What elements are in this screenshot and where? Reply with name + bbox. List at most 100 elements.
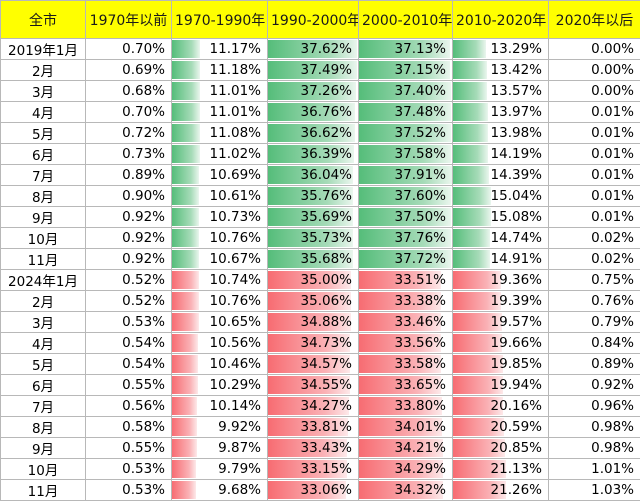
value-cell-bar: 21.26% [453, 480, 549, 501]
value-cell-bar: 10.73% [172, 207, 268, 228]
cell-value: 11.08% [210, 125, 261, 141]
header-period: 1990-2000年 [268, 1, 359, 39]
value-cell-bar: 33.56% [359, 333, 453, 354]
data-bar [172, 292, 199, 310]
cell-value: 10.65% [210, 314, 261, 330]
cell-value: 20.85% [491, 440, 542, 456]
value-cell-bar: 14.91% [453, 249, 549, 270]
cell-value: 37.26% [301, 83, 352, 99]
header-period: 1970-1990年 [172, 1, 268, 39]
value-cell-bar: 11.17% [172, 39, 268, 60]
value-cell-bar: 10.74% [172, 270, 268, 291]
value-cell: 0.56% [86, 396, 172, 417]
value-cell-bar: 11.01% [172, 102, 268, 123]
data-bar [172, 187, 199, 205]
cell-value: 10.74% [210, 272, 261, 288]
value-cell-bar: 33.81% [268, 417, 359, 438]
value-cell-bar: 19.66% [453, 333, 549, 354]
data-bar [172, 334, 198, 352]
data-bar [453, 124, 488, 142]
cell-value: 37.62% [301, 41, 352, 57]
cell-value: 20.16% [491, 398, 542, 414]
cell-value: 14.39% [491, 167, 542, 183]
value-cell-bar: 37.52% [359, 123, 453, 144]
row-label: 8月 [1, 186, 86, 207]
value-cell-bar: 14.74% [453, 228, 549, 249]
value-cell-bar: 37.76% [359, 228, 453, 249]
cell-value: 34.21% [395, 440, 446, 456]
value-cell: 0.53% [86, 459, 172, 480]
value-cell: 0.72% [86, 123, 172, 144]
value-cell-bar: 34.57% [268, 354, 359, 375]
row-label: 4月 [1, 102, 86, 123]
value-cell-bar: 37.72% [359, 249, 453, 270]
data-bar [172, 481, 196, 499]
cell-value: 15.08% [491, 209, 542, 225]
data-bar [172, 166, 199, 184]
data-bar [172, 61, 200, 79]
cell-value: 33.46% [395, 314, 446, 330]
value-cell: 0.00% [549, 39, 640, 60]
value-cell: 0.01% [549, 102, 640, 123]
row-label: 7月 [1, 165, 86, 186]
cell-value: 10.76% [210, 230, 261, 246]
cell-value: 36.62% [301, 125, 352, 141]
cell-value: 15.04% [491, 188, 542, 204]
value-cell: 0.55% [86, 375, 172, 396]
value-cell-bar: 33.43% [268, 438, 359, 459]
cell-value: 13.57% [491, 83, 542, 99]
cell-value: 10.76% [210, 293, 261, 309]
value-cell-bar: 33.15% [268, 459, 359, 480]
cell-value: 20.59% [491, 419, 542, 435]
value-cell-bar: 10.56% [172, 333, 268, 354]
value-cell-bar: 33.58% [359, 354, 453, 375]
cell-value: 11.17% [210, 41, 261, 57]
cell-value: 10.56% [210, 335, 261, 351]
cell-value: 13.97% [491, 104, 542, 120]
value-cell-bar: 13.97% [453, 102, 549, 123]
cell-value: 10.67% [210, 251, 261, 267]
value-cell-bar: 37.60% [359, 186, 453, 207]
cell-value: 9.79% [218, 461, 261, 477]
value-cell: 0.70% [86, 102, 172, 123]
value-cell-bar: 15.04% [453, 186, 549, 207]
data-bar [172, 250, 199, 268]
value-cell: 0.52% [86, 270, 172, 291]
cell-value: 33.56% [395, 335, 446, 351]
cell-value: 33.38% [395, 293, 446, 309]
cell-value: 33.06% [301, 482, 352, 498]
data-bar [453, 229, 490, 247]
cell-value: 37.49% [301, 62, 352, 78]
cell-value: 34.88% [301, 314, 352, 330]
data-bar [172, 271, 199, 289]
value-cell-bar: 19.36% [453, 270, 549, 291]
value-cell: 0.01% [549, 207, 640, 228]
row-label: 2月 [1, 60, 86, 81]
cell-value: 36.39% [301, 146, 352, 162]
value-cell-bar: 20.59% [453, 417, 549, 438]
value-cell-bar: 34.01% [359, 417, 453, 438]
value-cell: 0.70% [86, 39, 172, 60]
data-bar [453, 82, 487, 100]
cell-value: 11.01% [210, 83, 261, 99]
data-bar [172, 313, 199, 331]
value-cell: 0.68% [86, 81, 172, 102]
value-cell-bar: 11.08% [172, 123, 268, 144]
data-bar [172, 418, 197, 436]
value-cell-bar: 34.73% [268, 333, 359, 354]
value-cell-bar: 10.46% [172, 354, 268, 375]
value-cell: 0.96% [549, 396, 640, 417]
value-cell-bar: 36.04% [268, 165, 359, 186]
cell-value: 9.87% [218, 440, 261, 456]
value-cell-bar: 10.65% [172, 312, 268, 333]
cell-value: 35.68% [301, 251, 352, 267]
value-cell-bar: 35.68% [268, 249, 359, 270]
value-cell-bar: 34.55% [268, 375, 359, 396]
row-label: 11月 [1, 249, 86, 270]
cell-value: 37.13% [395, 41, 446, 57]
cell-value: 37.50% [395, 209, 446, 225]
cell-value: 37.15% [395, 62, 446, 78]
